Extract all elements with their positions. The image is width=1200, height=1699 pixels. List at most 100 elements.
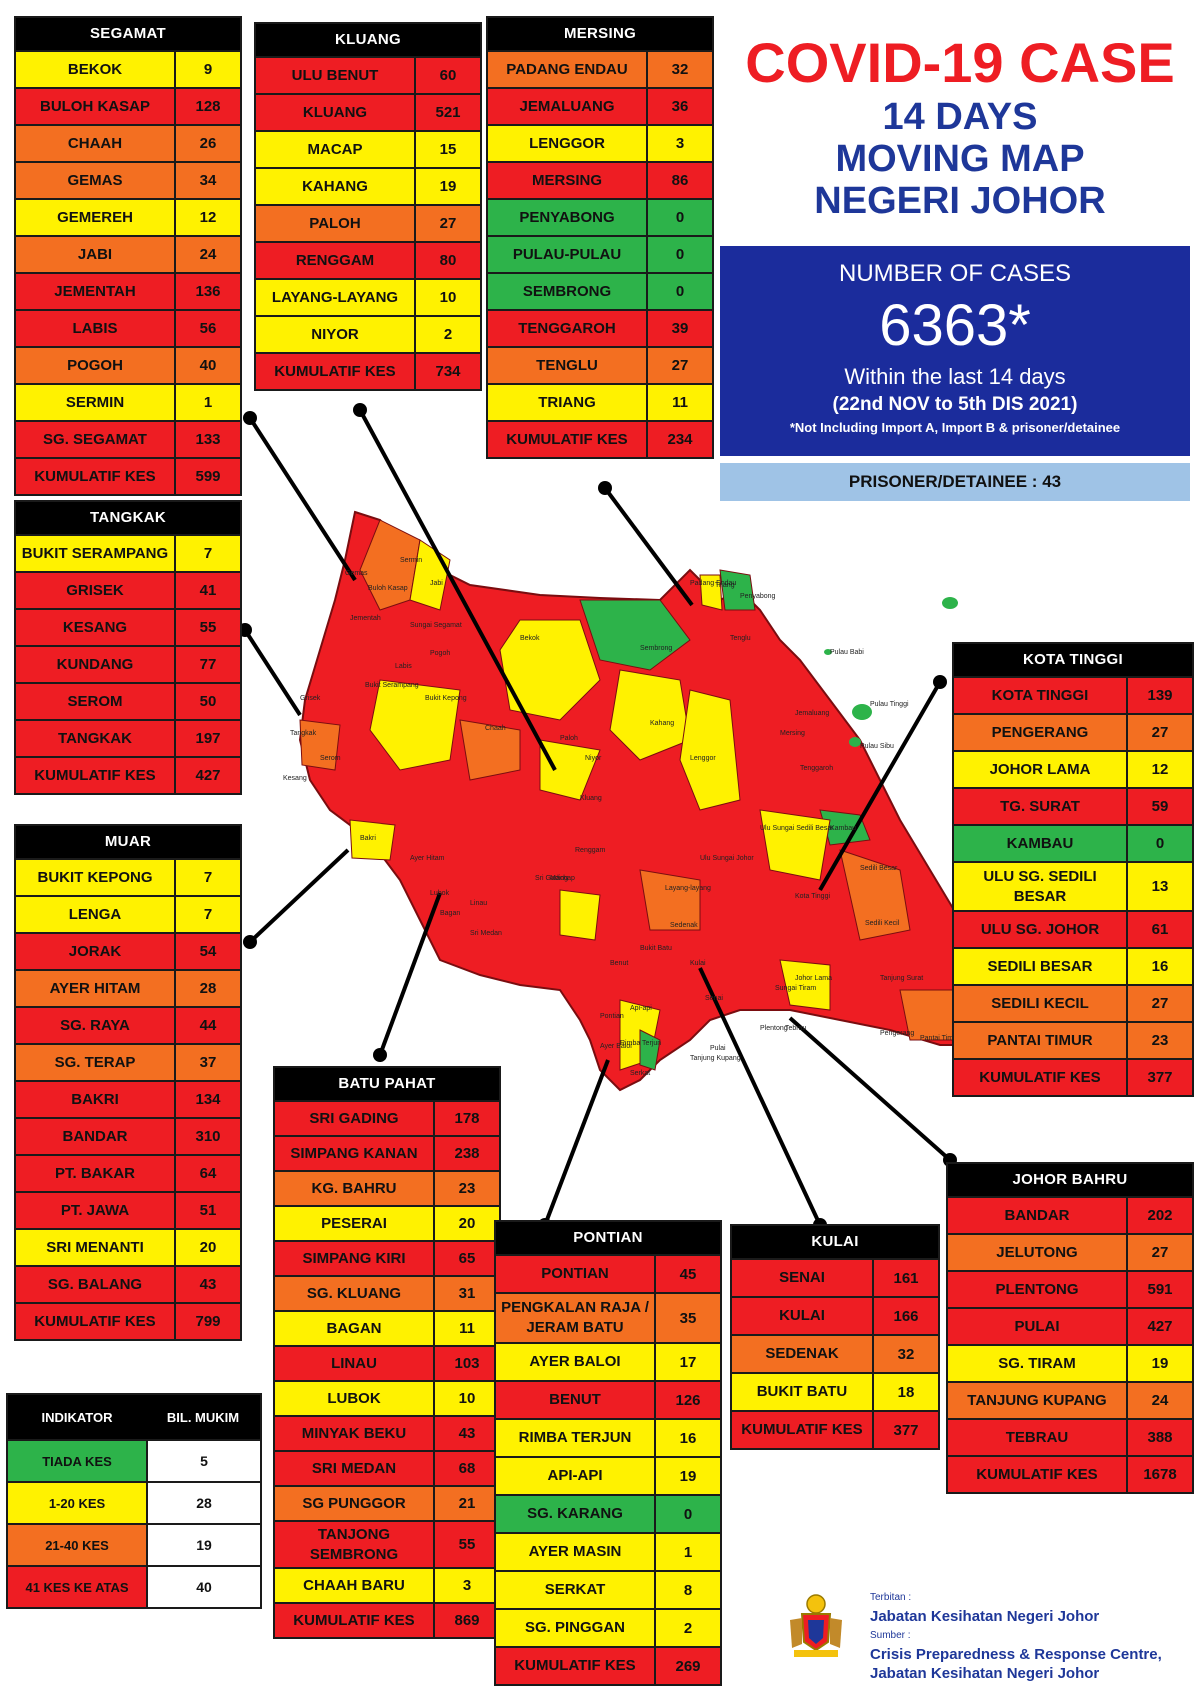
case-count: 427 <box>174 758 240 793</box>
case-count: 61 <box>1126 912 1192 947</box>
district-header: PONTIAN <box>496 1222 720 1254</box>
case-count: 17 <box>654 1344 720 1380</box>
table-row: NIYOR 2 <box>256 315 480 352</box>
case-count: 54 <box>174 934 240 969</box>
table-kluang: KLUANG ULU BENUT 60 KLUANG 521 MACAP 15 KAHANG 1… <box>254 22 482 391</box>
table-row: SRI MENANTI 20 <box>16 1228 240 1265</box>
case-count: 56 <box>174 311 240 346</box>
table-row: GRISEK 41 <box>16 571 240 608</box>
table-row: SG. PINGGAN 2 <box>496 1608 720 1646</box>
table-row: PALOH 27 <box>256 204 480 241</box>
table-row: SEDILI KECIL 27 <box>954 984 1192 1021</box>
legend-header-count: BIL. MUKIM <box>166 1409 240 1425</box>
table-row: KUMULATIF KES 734 <box>256 352 480 389</box>
case-count: 23 <box>433 1172 499 1205</box>
case-count: 202 <box>1126 1198 1192 1233</box>
table-row: RENGGAM 80 <box>256 241 480 278</box>
map-place-label: Kambau <box>830 825 856 832</box>
map-place-label: Gemas <box>345 570 368 577</box>
area-name: SEROM <box>67 692 123 710</box>
map-place-label: Sembrong <box>640 645 672 652</box>
map-place-label: Pengerang <box>880 1030 914 1037</box>
map-place-label: Ulu Sungai Johor <box>700 855 754 862</box>
table-row: SENAI 161 <box>732 1258 938 1296</box>
case-count: 1678 <box>1126 1457 1192 1492</box>
area-name: SENAI <box>779 1269 825 1286</box>
table-row: TANJUNG KUPANG 24 <box>948 1381 1192 1418</box>
table-row: JEMALUANG 36 <box>488 87 712 124</box>
case-count: 26 <box>174 126 240 161</box>
table-row: CHAAH BARU 3 <box>275 1567 499 1602</box>
map-place-label: Tangkak <box>290 730 317 737</box>
area-name: SG. KARANG <box>527 1505 623 1522</box>
table-row: PANTAI TIMUR 23 <box>954 1021 1192 1058</box>
case-count: 44 <box>174 1008 240 1043</box>
table-row: SG PUNGGOR 21 <box>275 1485 499 1520</box>
area-name: SG. TIRAM <box>998 1354 1076 1372</box>
table-row: JOHOR LAMA 12 <box>954 750 1192 787</box>
table-row: BAGAN 11 <box>275 1310 499 1345</box>
map-place-label: Jemaluang <box>795 710 829 717</box>
case-count: 36 <box>646 89 712 124</box>
table-row: TRIANG 11 <box>488 383 712 420</box>
summary-note: *Not Including Import A, Import B & pris… <box>789 420 1121 435</box>
legend-header: INDIKATOR BIL. MUKIM <box>8 1395 260 1439</box>
table-row: LENGGOR 3 <box>488 124 712 161</box>
area-name: SERMIN <box>65 393 125 411</box>
map-place-label: Kahang <box>650 720 674 727</box>
legend-label: TIADA KES <box>8 1441 146 1481</box>
case-count: 12 <box>1126 752 1192 787</box>
map-place-label: Tanjung Surat <box>880 975 923 982</box>
table-row: SG. KLUANG 31 <box>275 1275 499 1310</box>
map-place-label: Machap <box>550 875 575 882</box>
area-name: PENGKALAN RAJA / JERAM BATU <box>501 1299 649 1336</box>
table-row: TENGGAROH 39 <box>488 309 712 346</box>
map-place-label: Bakri <box>360 835 376 842</box>
islands <box>824 597 958 747</box>
area-name: MINYAK BEKU <box>301 1424 407 1442</box>
case-count: 2 <box>654 1610 720 1646</box>
case-count: 43 <box>433 1417 499 1450</box>
table-row: POGOH 40 <box>16 346 240 383</box>
table-row: BULOH KASAP 128 <box>16 87 240 124</box>
footer-sumber-1: Crisis Preparedness & Response Centre, <box>870 1646 1162 1663</box>
table-row: ULU SG. JOHOR 61 <box>954 910 1192 947</box>
map-place-label: Padang Endau <box>690 580 736 587</box>
area-name: CHAAH BARU <box>303 1576 405 1594</box>
legend-row: 1-20 KES 28 <box>8 1481 260 1523</box>
case-count: 1 <box>654 1534 720 1570</box>
case-count: 86 <box>646 163 712 198</box>
legend-row: 21-40 KES 19 <box>8 1523 260 1565</box>
table-row: SERKAT 8 <box>496 1570 720 1608</box>
area-name: KUMULATIF KES <box>34 766 156 784</box>
area-name: PT. JAWA <box>60 1201 130 1219</box>
table-row: SG. BALANG 43 <box>16 1265 240 1302</box>
case-count: 10 <box>414 280 480 315</box>
area-name: KUMULATIF KES <box>741 1421 863 1438</box>
table-johor-bahru: JOHOR BAHRU BANDAR 202 JELUTONG 27 PLENTONG 59… <box>946 1162 1194 1494</box>
area-name: PENYABONG <box>519 208 615 226</box>
map-place-label: Bagan <box>440 910 460 917</box>
table-row: PENGERANG 27 <box>954 713 1192 750</box>
area-name: JEMENTAH <box>54 282 136 300</box>
table-row: JABI 24 <box>16 235 240 272</box>
area-name: BANDAR <box>1004 1206 1070 1224</box>
title-line-2: 14 DAYS <box>882 96 1038 138</box>
table-row: PONTIAN 45 <box>496 1254 720 1292</box>
area-name: MERSING <box>531 171 602 189</box>
table-row: KG. BAHRU 23 <box>275 1170 499 1205</box>
map-place-label: Sri Medan <box>470 930 502 937</box>
area-name: TANJUNG KUPANG <box>967 1391 1107 1409</box>
footer-sumber-label: Sumber : <box>870 1630 911 1641</box>
map-place-label: Grisek <box>300 695 321 702</box>
table-row: KUMULATIF KES 1678 <box>948 1455 1192 1492</box>
table-row: SG. KARANG 0 <box>496 1494 720 1532</box>
case-count: 1 <box>174 385 240 420</box>
map-place-label: Mersing <box>780 730 805 737</box>
area-name: SERKAT <box>544 1581 606 1598</box>
case-count: 521 <box>414 95 480 130</box>
map-place-label: Jabi <box>430 580 443 587</box>
map-place-label: Lubok <box>430 890 450 897</box>
area-name: SG. KLUANG <box>306 1284 402 1302</box>
table-row: KESANG 55 <box>16 608 240 645</box>
